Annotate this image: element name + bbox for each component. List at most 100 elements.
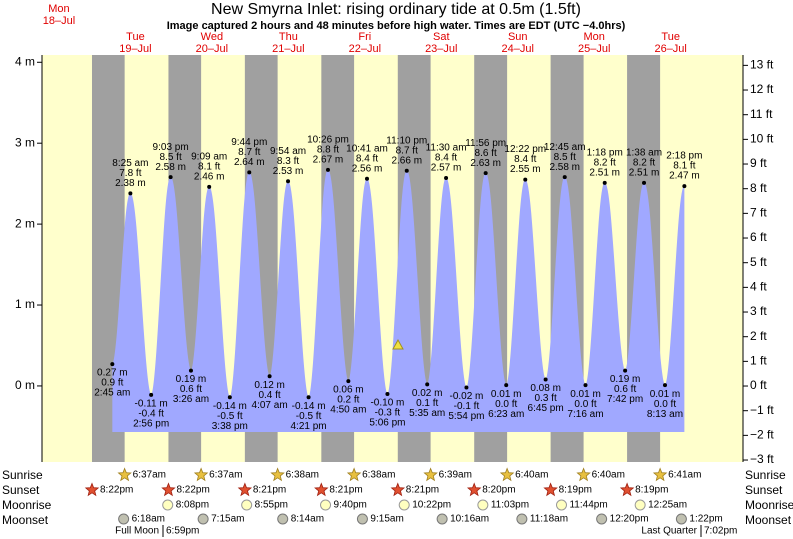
tide-point: [523, 177, 528, 182]
tide-label: 0.9 ft: [101, 378, 123, 389]
tide-label: -0.5 ft: [296, 411, 322, 422]
tide-label: 2.58 m: [549, 162, 580, 173]
tide-label: 1:38 am: [626, 147, 662, 158]
tide-label: 8.5 ft: [160, 152, 182, 163]
tide-point: [188, 368, 193, 373]
y2-tick-label: 2 ft: [750, 329, 767, 343]
moon-icon: [516, 513, 528, 525]
tide-label: 2:45 am: [94, 388, 130, 399]
sun-icon: [161, 482, 176, 497]
sunset-time: 8:19pm: [635, 485, 668, 496]
moon-icon: [241, 499, 253, 511]
sun-icon: [346, 467, 362, 482]
moon-phase: Last Quarter: [641, 526, 697, 537]
y2-tick-label: 4 ft: [750, 280, 767, 294]
moonset-time: 6:18am: [132, 514, 165, 525]
tide-point: [602, 180, 607, 185]
y2-tick-label: 10 ft: [750, 132, 774, 146]
sunset-time: 8:22pm: [176, 485, 209, 496]
tide-point: [444, 175, 449, 180]
tide-label: 8.1 ft: [673, 161, 695, 172]
tide-label: 0.0 ft: [654, 399, 676, 410]
day-date: 23–Jul: [425, 43, 457, 55]
tide-point: [207, 184, 212, 189]
day-name: Mon: [48, 3, 69, 15]
tide-label: 7:42 pm: [607, 394, 643, 405]
tide-fill: [112, 169, 685, 432]
y2-tick-label: 6 ft: [750, 230, 767, 244]
sunrise-time: 6:38am: [286, 470, 319, 481]
day-date: 20–Jul: [196, 43, 228, 55]
tide-label: 4:07 am: [252, 400, 288, 411]
moonrise-time: 12:25am: [648, 500, 687, 511]
now-marker: [392, 338, 404, 350]
tide-label: 2.66 m: [391, 155, 422, 166]
tide-label: 0.01 m: [650, 389, 681, 400]
tide-point: [642, 180, 647, 185]
chart-title: New Smyrna Inlet: rising ordinary tide a…: [211, 1, 581, 18]
tide-label: 0.06 m: [333, 385, 364, 396]
sunset-time: 8:21pm: [329, 485, 362, 496]
tide-point: [464, 385, 469, 390]
tide-label: 0.0 ft: [574, 399, 596, 410]
tide-label: 8.4 ft: [514, 154, 536, 165]
y2-tick-label: 3 ft: [750, 304, 767, 318]
tide-label: 0.19 m: [176, 374, 207, 385]
tide-label: 2.38 m: [115, 178, 146, 189]
moon-icon: [356, 513, 368, 525]
tide-point: [425, 382, 430, 387]
moonset-time: 8:14am: [291, 514, 324, 525]
tide-point: [325, 167, 330, 172]
tide-label: 11:30 am: [426, 143, 467, 154]
tide-label: 5:54 pm: [448, 411, 484, 422]
sun-icon: [390, 482, 406, 497]
tide-label: 0.0 ft: [495, 399, 517, 410]
day-date: 24–Jul: [502, 43, 534, 55]
moonset-time: 10:16am: [450, 514, 489, 525]
tide-label: -0.11 m: [135, 398, 168, 409]
tide-label: 2:18 pm: [666, 151, 702, 162]
moon-icon: [555, 499, 567, 511]
day-date: 22–Jul: [349, 43, 381, 55]
tide-label: 9:03 pm: [153, 142, 189, 153]
moon-icon: [596, 513, 608, 525]
tide-label: 8.6 ft: [475, 148, 497, 159]
moon-phase-time: 7:02pm: [704, 526, 737, 537]
moonset-time: 7:15am: [211, 514, 244, 525]
row-label: Moonrise: [2, 498, 52, 512]
moon-icon: [118, 513, 130, 525]
moonrise-time: 11:03pm: [491, 500, 529, 511]
tide-label: 8.8 ft: [317, 145, 339, 156]
sunset-time: 8:21pm: [253, 485, 286, 496]
sun-icon: [576, 467, 591, 482]
sunrise-time: 6:40am: [515, 470, 548, 481]
day-name: Sat: [433, 31, 450, 43]
tide-label: 8.2 ft: [594, 157, 616, 168]
row-label: Moonset: [745, 513, 792, 527]
tide-label: 9:54 am: [270, 146, 306, 157]
tide-label: 0.12 m: [254, 380, 285, 391]
tide-label: 6:23 am: [488, 409, 524, 420]
sun-icon: [619, 482, 635, 497]
row-label: Sunset: [745, 483, 783, 497]
day-name: Sun: [508, 31, 528, 43]
tide-point: [247, 170, 252, 175]
tide-label: 12:22 pm: [504, 144, 546, 155]
y2-tick-label: 1 ft: [750, 354, 767, 368]
tide-label: 0.01 m: [570, 389, 601, 400]
tide-label: 7.8 ft: [119, 168, 141, 179]
tide-point: [583, 383, 588, 388]
tide-label: 1:18 pm: [587, 147, 623, 158]
moon-icon: [634, 499, 646, 511]
sunrise-time: 6:39am: [439, 470, 472, 481]
tide-label: -0.3 ft: [375, 408, 401, 419]
day-date: 18–Jul: [43, 15, 75, 27]
tide-label: -0.10 m: [370, 398, 404, 409]
y-tick-label: 3 m: [15, 135, 35, 149]
tide-label: 2.57 m: [431, 163, 462, 174]
moon-icon: [675, 513, 687, 525]
tide-point: [286, 179, 291, 184]
tide-label: 4:21 pm: [291, 421, 327, 432]
tide-label: 10:26 pm: [307, 135, 349, 146]
